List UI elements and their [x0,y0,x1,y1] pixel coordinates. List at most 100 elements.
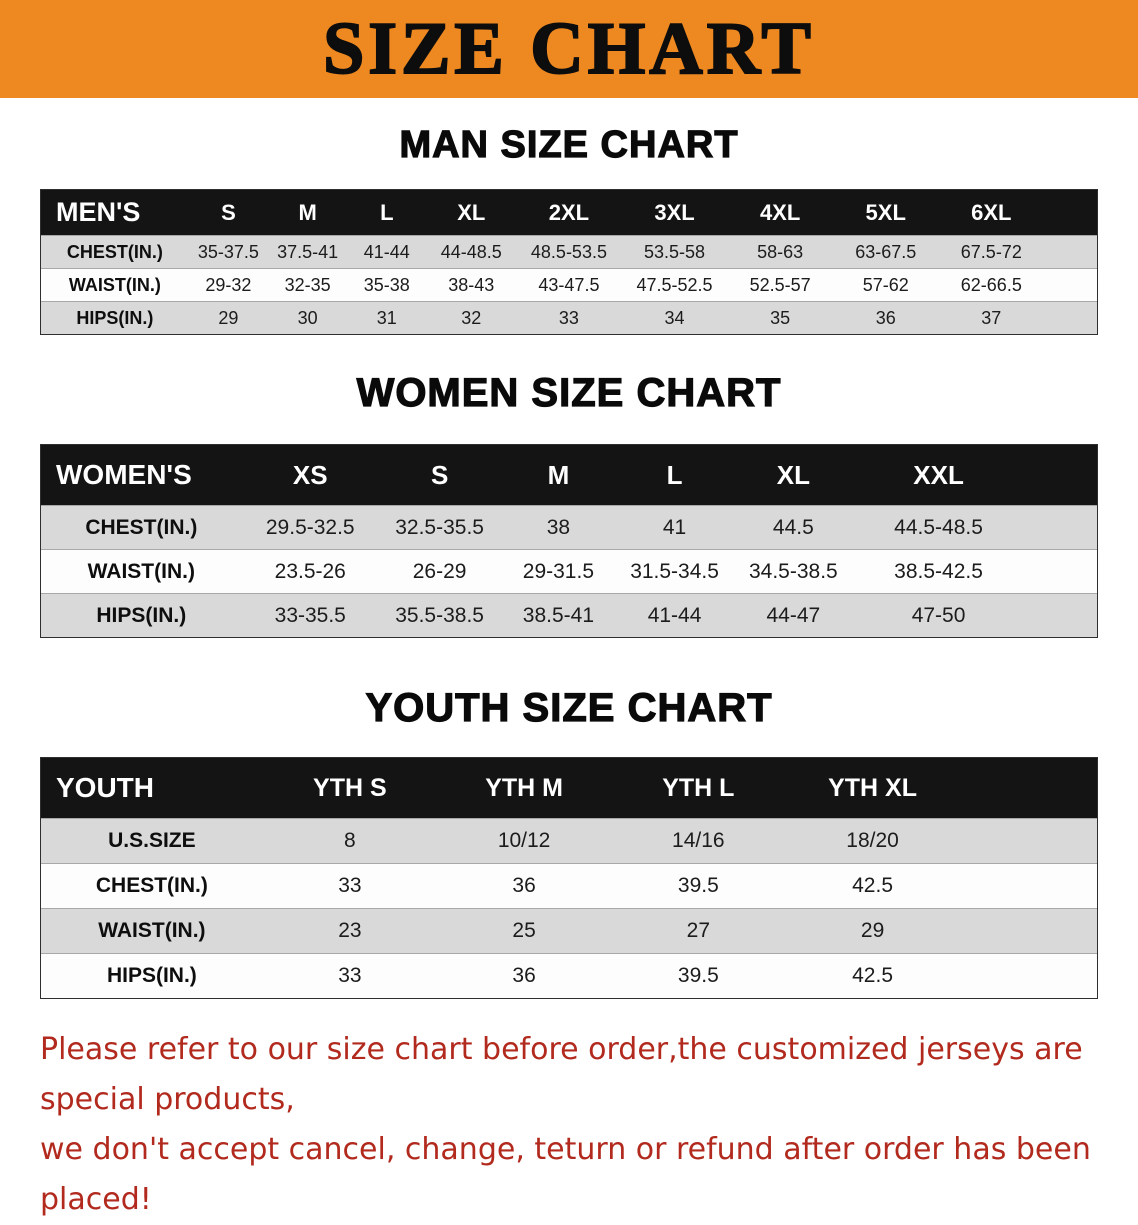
size-column-header: 6XL [971,199,1012,225]
value-cell: 29 [218,307,239,328]
size-column-header: S [221,199,236,225]
men-section-heading: MAN SIZE CHART [399,123,739,166]
size-column-header: 3XL [654,199,695,225]
value-cell: 41-44 [363,241,410,262]
table-row: CHEST(IN.) 35-37.5 37.5-41 41-44 44-48.5 48.5… [41,235,1097,268]
value-cell: 8 [344,829,356,852]
value-cell: 14/16 [672,829,725,852]
page-title: SIZE CHART [322,8,815,90]
section-youth: YOUTH SIZE CHART YOUTH YTH S YTH M YTH L YTH… [0,685,1138,999]
value-cell: 39.5 [677,874,719,897]
youth-size-table: YOUTH YTH S YTH M YTH L YTH XL U.S.SIZE 8 10/12… [40,757,1098,999]
size-column-header: XS [292,459,328,490]
value-cell: 44.5 [772,515,814,539]
value-cell: 29-32 [205,274,252,295]
size-column-header: XXL [913,459,964,490]
value-cell: 34.5-38.5 [748,559,838,583]
size-column-header: S [430,459,449,490]
row-label: CHEST(IN.) [85,515,198,539]
value-cell: 30 [297,307,318,328]
table-corner-label: MEN'S [56,197,141,227]
value-cell: 42.5 [852,874,893,897]
value-cell: 33 [338,874,362,897]
value-cell: 18/20 [846,829,899,852]
notice-line-2: we don't accept cancel, change, teturn o… [40,1132,1091,1217]
size-column-header: YTH XL [828,773,918,802]
row-label: WAIST(IN.) [68,274,161,295]
value-cell: 32 [461,307,482,328]
table-row: HIPS(IN.) 33-35.5 35.5-38.5 38.5-41 41-44 44-… [41,593,1097,637]
table-corner-label: YOUTH [56,772,154,803]
size-column-header: 2XL [548,199,590,225]
table-row: HIPS(IN.) 33 36 39.5 42.5 [41,953,1097,998]
table-row: WAIST(IN.) 29-32 32-35 35-38 38-43 43-47.5 47.… [41,268,1097,301]
size-column-header: YTH M [485,773,563,802]
women-section-heading: WOMEN SIZE CHART [356,370,782,415]
value-cell: 29.5-32.5 [265,515,355,539]
value-cell: 38-43 [448,274,495,295]
size-column-header: M [298,199,317,225]
value-cell: 36 [512,874,536,897]
value-cell: 62-66.5 [960,274,1022,295]
value-cell: 35 [770,307,791,328]
table-row: CHEST(IN.) 33 36 39.5 42.5 [41,863,1097,908]
value-cell: 33 [338,964,362,987]
value-cell: 42.5 [852,964,893,987]
row-label: HIPS(IN.) [96,603,187,627]
value-cell: 41-44 [647,603,702,627]
value-cell: 26-29 [412,559,467,583]
men-size-table: MEN'S S M L XL 2XL 3XL 4XL 5XL 6XL CHEST(IN.) 35-37… [40,189,1098,335]
row-label: HIPS(IN.) [106,964,197,987]
value-cell: 37.5-41 [277,241,339,262]
value-cell: 53.5-58 [644,241,706,262]
value-cell: 38.5-42.5 [894,559,983,583]
size-column-header: YTH S [313,773,387,802]
value-cell: 34 [664,307,685,328]
value-cell: 23 [338,919,362,942]
table-row: CHEST(IN.) 29.5-32.5 32.5-35.5 38 41 44.5 44.5… [41,505,1097,549]
value-cell: 44.5-48.5 [894,515,983,539]
row-label: HIPS(IN.) [76,307,154,328]
value-cell: 23.5-26 [274,559,346,583]
value-cell: 38.5-41 [522,603,595,627]
value-cell: 27 [686,919,711,942]
value-cell: 29-31.5 [522,559,595,583]
value-cell: 36 [512,964,536,987]
table-header-row: YOUTH YTH S YTH M YTH L YTH XL [41,758,1097,818]
value-cell: 58-63 [757,241,804,262]
value-cell: 35-37.5 [197,241,259,262]
notice-line-1: Please refer to our size chart before or… [40,1032,1083,1117]
value-cell: 36 [875,307,896,328]
value-cell: 67.5-72 [960,241,1022,262]
row-label: CHEST(IN.) [95,874,208,897]
value-cell: 33-35.5 [274,603,346,627]
value-cell: 32-35 [284,274,331,295]
value-cell: 38 [546,515,571,539]
value-cell: 63-67.5 [855,241,917,262]
size-column-header: 5XL [865,199,906,225]
value-cell: 47-50 [911,603,966,627]
table-header-row: WOMEN'S XS S M L XL XXL [41,445,1097,505]
banner: SIZE CHART [0,0,1138,98]
value-cell: 37 [981,307,1002,328]
value-cell: 32.5-35.5 [395,515,484,539]
table-corner-label: WOMEN'S [56,459,192,490]
women-size-table: WOMEN'S XS S M L XL XXL CHEST(IN.) 29.5-32.5 32.5… [40,444,1098,638]
value-cell: 48.5-53.5 [530,241,607,262]
table-row: HIPS(IN.) 29 30 31 32 33 34 35 36 37 [41,301,1097,334]
value-cell: 44-48.5 [440,241,502,262]
value-cell: 44-47 [766,603,821,627]
value-cell: 35.5-38.5 [395,603,484,627]
row-label: WAIST(IN.) [98,919,206,942]
size-column-header: XL [776,459,810,490]
table-row: WAIST(IN.) 23.5-26 26-29 29-31.5 31.5-34.5 34… [41,549,1097,593]
size-column-header: 4XL [759,199,801,225]
size-column-header: YTH L [662,773,735,802]
value-cell: 25 [512,919,536,942]
value-cell: 43-47.5 [538,274,600,295]
value-cell: 31 [376,307,397,328]
value-cell: 57-62 [862,274,909,295]
value-cell: 39.5 [677,964,719,987]
size-column-header: L [380,199,394,225]
